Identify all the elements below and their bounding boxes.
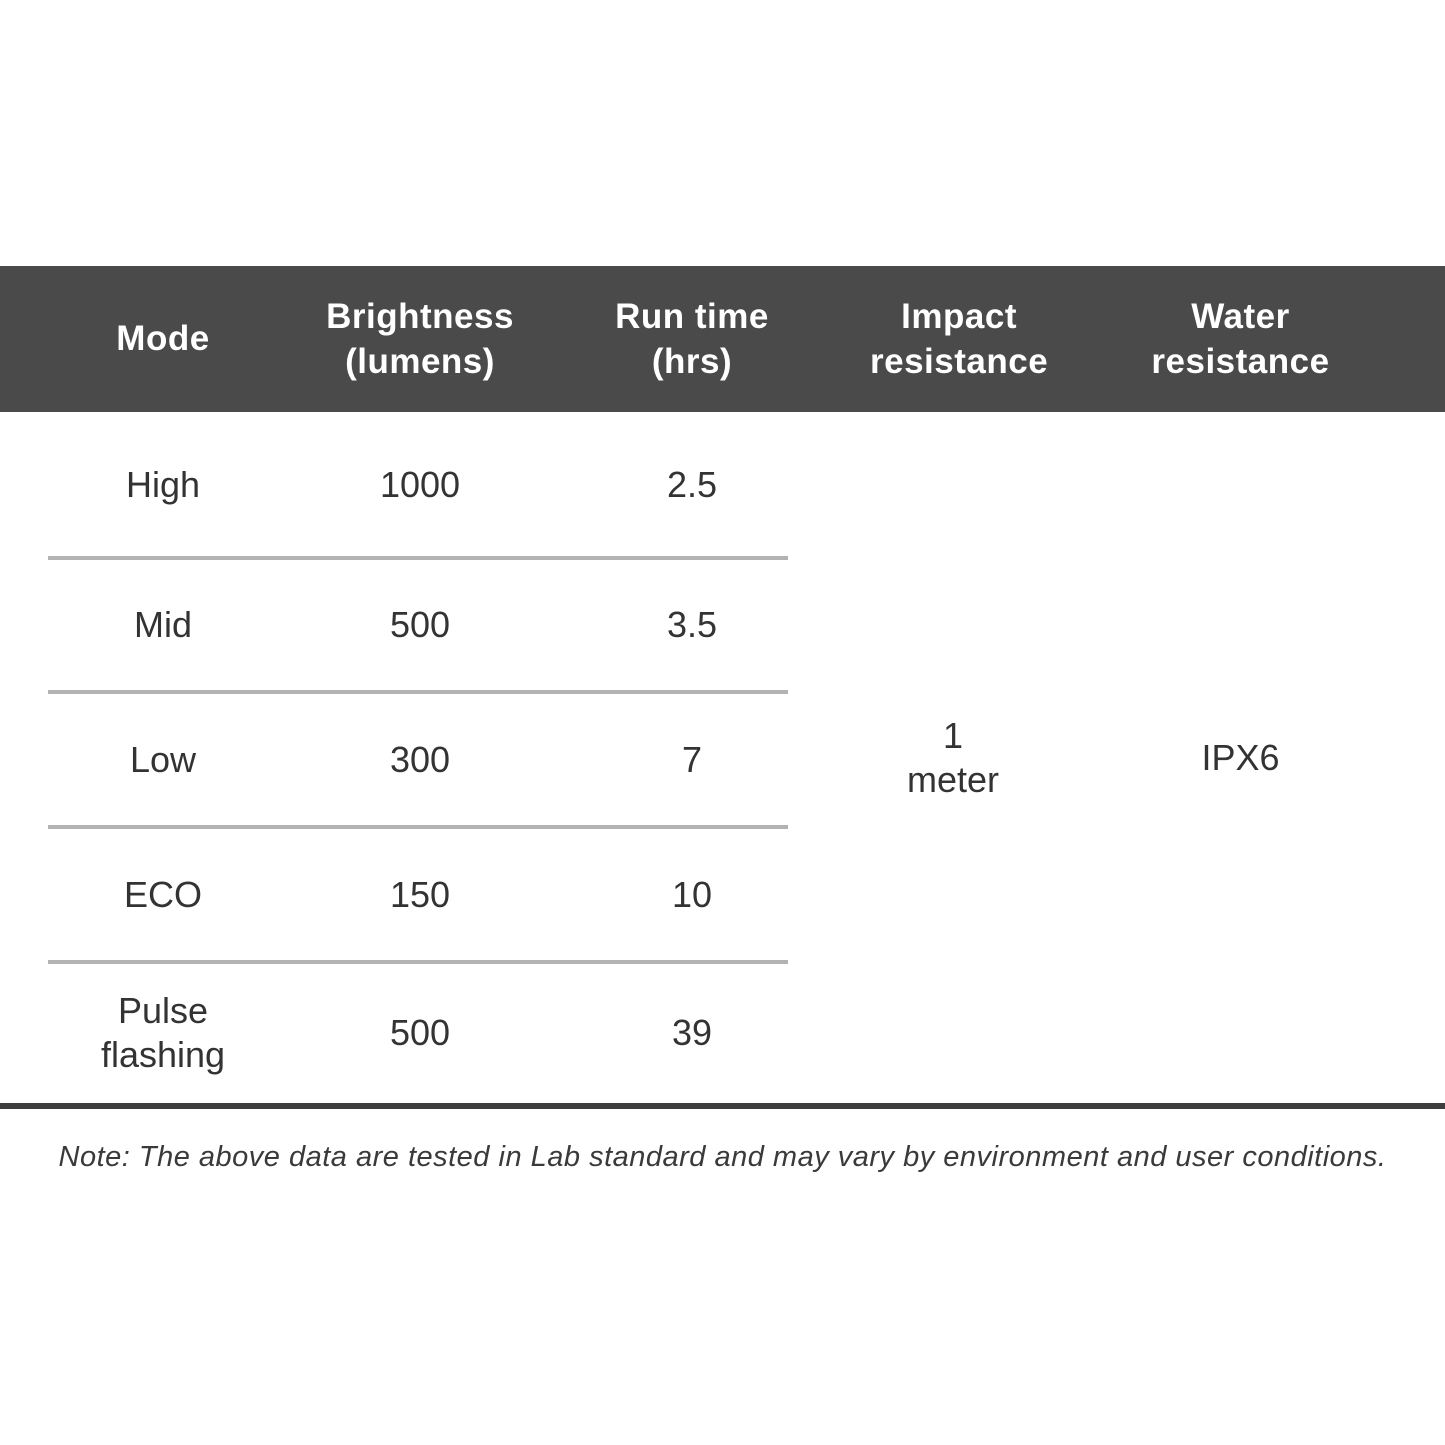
row-divider [48,690,788,694]
run-time-value: 39 [671,1011,713,1053]
header-cell-brightness: Brightness (lumens) [326,294,514,385]
header-cell-mode: Mode [0,316,326,362]
table-body: High 1000 2.5 Mid 500 3.5 Low 300 7 EC [0,412,1445,1103]
brightness-value: 500 [389,604,451,646]
cell-run-time-low: 7 [514,738,870,781]
mode-value: Mid [133,604,192,646]
table-header-row: Mode Brightness (lumens) Run time (hrs) … [0,266,1445,412]
mode-value: Low [129,738,197,780]
brightness-value: 500 [389,1011,451,1053]
header-cell-water-resistance: Water resistance [1036,294,1445,385]
cell-run-time-high: 2.5 [514,463,870,506]
header-label-water-resistance: Water resistance [1151,296,1330,382]
cell-brightness-high: 1000 [326,463,514,506]
cell-mode-pulse-flashing: Pulse flashing [0,989,326,1075]
cell-brightness-low: 300 [326,738,514,781]
mode-value: High [125,464,201,506]
header-label-impact-resistance: Impact resistance [870,296,1049,382]
run-time-value: 7 [681,738,703,780]
run-time-value: 10 [671,873,713,915]
header-label-mode: Mode [116,319,210,359]
cell-run-time-mid: 3.5 [514,603,870,646]
brightness-value: 150 [389,873,451,915]
cell-water-resistance-merged: IPX6 [1036,736,1445,779]
header-label-brightness: Brightness (lumens) [326,296,514,382]
brightness-value: 300 [389,738,451,780]
cell-mode-eco: ECO [0,873,326,916]
brightness-value: 1000 [379,464,461,506]
footnote: Note: The above data are tested in Lab s… [58,1141,1387,1173]
header-cell-run-time: Run time (hrs) [514,294,870,385]
mode-value: Pulse flashing [100,990,226,1075]
water-resistance-value: IPX6 [1201,736,1280,778]
cell-mode-low: Low [0,738,326,781]
header-cell-impact-resistance: Impact resistance [870,294,1048,385]
mode-value: ECO [123,873,202,915]
run-time-value: 2.5 [666,464,718,506]
row-divider [48,556,788,560]
row-divider [48,825,788,829]
cell-brightness-mid: 500 [326,603,514,646]
impact-resistance-value: 1 meter [906,715,1000,800]
cell-run-time-pulse-flashing: 39 [514,1011,870,1054]
cell-brightness-eco: 150 [326,873,514,916]
cell-brightness-pulse-flashing: 500 [326,1011,514,1054]
run-time-value: 3.5 [666,604,718,646]
table-bottom-border [0,1103,1445,1109]
cell-impact-resistance-merged: 1 meter [870,714,1036,800]
header-label-run-time: Run time (hrs) [615,296,769,382]
cell-mode-high: High [0,463,326,506]
cell-run-time-eco: 10 [514,873,870,916]
row-divider [48,960,788,964]
cell-mode-mid: Mid [0,603,326,646]
